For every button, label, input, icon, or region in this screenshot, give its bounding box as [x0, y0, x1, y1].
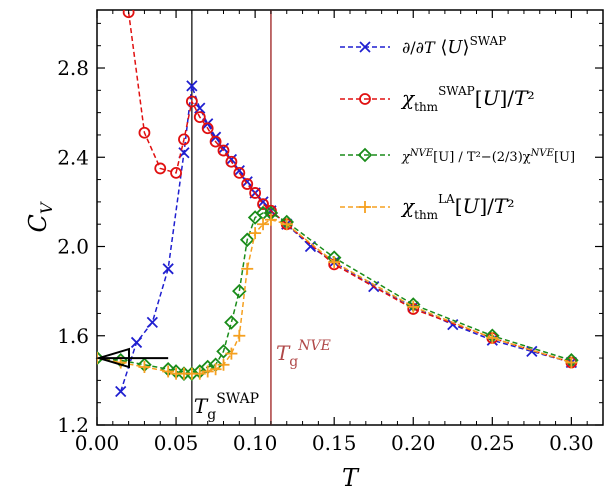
legend-marker-la-chi	[359, 201, 371, 213]
series-swap-derivative	[115, 80, 578, 398]
point-swap-derivative-5-b	[186, 80, 198, 92]
legend-marker-nve-chi	[357, 147, 373, 163]
legend-entry-swap-derivative: ∂/∂T ⟨U⟩SWAP	[340, 34, 506, 58]
xtick-label-0: 0.00	[75, 431, 120, 455]
point-la-chi-12	[233, 329, 246, 342]
legend-label-nve-chi: χNVE[U] / T²−(2/3)χNVE[U]	[401, 148, 575, 165]
point-nve-chi-11	[224, 315, 239, 330]
point-swap-derivative-12	[241, 176, 253, 188]
legend-marker-swap-chi	[359, 93, 371, 105]
ytick-label-4: 2.8	[57, 56, 89, 80]
point-swap-derivative-14-b	[257, 196, 269, 208]
xtick-label-3: 0.15	[312, 431, 357, 455]
point-swap-derivative-3-b	[162, 263, 174, 275]
xtick-label-5: 0.25	[470, 431, 515, 455]
series-line-swap-chi	[127, 12, 572, 364]
point-la-chi-18	[328, 256, 341, 269]
xtick-label-2: 0.10	[233, 431, 278, 455]
point-swap-derivative-10-b	[225, 153, 238, 166]
legend-entry-nve-chi: χNVE[U] / T²−(2/3)χNVE[U]	[340, 147, 575, 165]
point-swap-chi-3	[170, 166, 182, 179]
point-la-chi-15	[257, 218, 270, 231]
glass-arrow-head	[95, 347, 130, 369]
point-la-chi-7	[193, 367, 206, 380]
point-swap-derivative-23-b	[526, 345, 538, 358]
point-swap-chi-2	[154, 162, 167, 175]
point-swap-chi-8	[209, 135, 222, 148]
xtick-label-6: 0.30	[549, 431, 594, 455]
point-swap-derivative-6-b	[194, 102, 206, 114]
series-la-chi	[97, 213, 578, 380]
point-swap-derivative-2	[146, 316, 158, 329]
legend-label-swap-chi: χthmSWAP[U]/T²	[400, 84, 535, 114]
series-line-la-chi	[97, 218, 572, 375]
point-swap-chi-12	[241, 178, 254, 190]
point-swap-derivative-3	[162, 263, 174, 275]
point-nve-chi-0	[97, 350, 105, 366]
point-swap-chi-6	[193, 111, 206, 123]
point-swap-chi-5	[185, 95, 198, 108]
point-swap-chi-9	[217, 144, 230, 157]
point-swap-derivative-23	[526, 345, 538, 358]
point-la-chi-20	[486, 331, 499, 344]
xtick-label-4: 0.20	[391, 431, 436, 455]
ytick-label-3: 2.4	[57, 145, 89, 169]
series-nve-chi	[97, 205, 579, 381]
series-line-nve-chi	[97, 212, 572, 375]
point-swap-chi-14	[257, 198, 269, 211]
ytick-label-1: 1.6	[57, 324, 89, 348]
legend-entry-la-chi: χthmLA[U]/T²	[340, 192, 514, 222]
point-la-chi-10	[217, 358, 230, 371]
point-swap-chi-7	[201, 122, 214, 135]
series-line-swap-derivative	[120, 85, 572, 392]
legend-marker-swap-derivative	[359, 41, 371, 53]
point-nve-chi-12	[232, 283, 247, 299]
xtick-label-1: 0.05	[154, 431, 199, 455]
legend-label-la-chi: χthmLA[U]/T²	[400, 192, 514, 222]
point-la-chi-11	[225, 347, 238, 360]
point-swap-chi-4	[178, 133, 190, 146]
point-nve-chi-10	[216, 344, 231, 359]
point-swap-chi-10	[225, 155, 238, 168]
point-nve-chi-13	[239, 232, 255, 248]
point-la-chi-14	[249, 227, 262, 240]
point-la-chi-16	[264, 213, 277, 226]
y-axis-label: CV	[24, 201, 56, 232]
point-la-chi-21	[565, 356, 578, 369]
glass-arrow	[95, 347, 169, 369]
legend-label-swap-derivative: ∂/∂T ⟨U⟩SWAP	[402, 34, 506, 58]
point-swap-derivative-5	[186, 80, 198, 92]
ytick-label-0: 1.2	[57, 413, 89, 437]
point-la-chi-9	[209, 363, 222, 376]
point-swap-chi-13	[249, 187, 262, 199]
point-swap-derivative-2-b	[146, 316, 158, 329]
point-la-chi-3	[162, 365, 175, 378]
point-swap-derivative-1-b	[130, 336, 143, 349]
legend-entry-swap-chi: χthmSWAP[U]/T²	[340, 84, 535, 114]
plot-frame	[96, 9, 604, 426]
point-la-chi-17	[280, 218, 293, 231]
point-swap-chi-11	[233, 166, 246, 179]
point-swap-chi-1	[138, 126, 151, 139]
point-swap-derivative-12-b	[241, 176, 253, 188]
x-axis-label: T	[342, 464, 360, 492]
point-swap-derivative-0	[115, 385, 127, 398]
point-la-chi-2	[138, 360, 151, 373]
point-la-chi-8	[201, 365, 214, 378]
point-swap-derivative-0-b	[115, 385, 127, 398]
vline-label-nve: TgNVE	[276, 338, 331, 370]
ytick-label-2: 2.0	[57, 235, 89, 259]
point-swap-derivative-1	[130, 336, 143, 349]
point-la-chi-13	[241, 262, 254, 275]
point-swap-derivative-9-b	[217, 142, 230, 154]
vline-label-swap: TgSWAP	[194, 391, 259, 423]
point-swap-chi-0	[122, 10, 135, 19]
legend-marker-swap-derivative-b	[359, 41, 371, 53]
point-la-chi-19	[407, 300, 420, 313]
point-swap-derivative-11-b	[233, 165, 245, 177]
